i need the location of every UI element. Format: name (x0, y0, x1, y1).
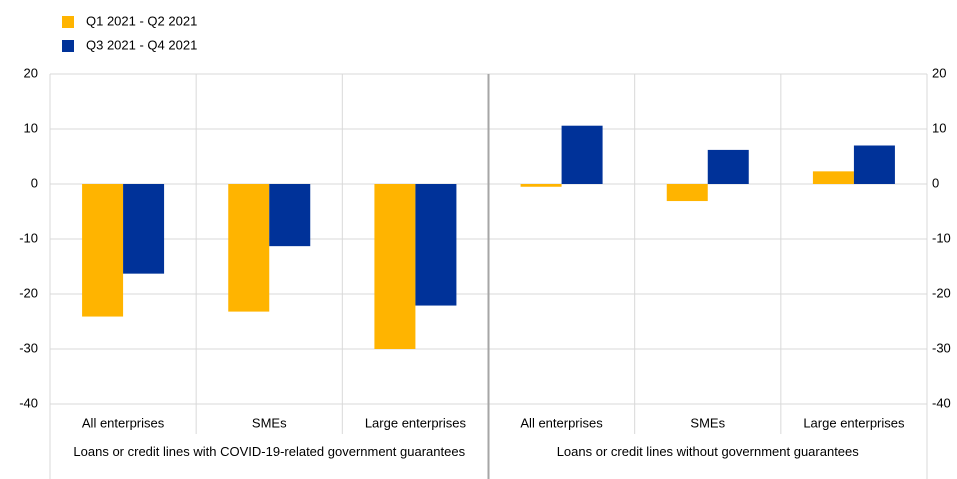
y2-tick-label: 20 (932, 65, 946, 80)
bar (269, 184, 311, 247)
x-tick-label: All enterprises (520, 415, 603, 430)
y2-tick-label: -30 (932, 340, 951, 355)
y-tick-label: -20 (19, 285, 38, 300)
bar (520, 184, 562, 187)
y-tick-label: 20 (24, 65, 38, 80)
group-label: Loans or credit lines with COVID-19-rela… (73, 444, 466, 459)
x-tick-label: All enterprises (82, 415, 165, 430)
bar (561, 125, 603, 184)
bar (123, 184, 165, 274)
legend-swatch (62, 16, 74, 28)
x-tick-label: Large enterprises (803, 415, 905, 430)
bar (707, 149, 749, 184)
group-label: Loans or credit lines without government… (556, 444, 859, 459)
y-tick-label: 10 (24, 120, 38, 135)
bar (666, 184, 708, 202)
y2-tick-label: 10 (932, 120, 946, 135)
y-tick-label: -30 (19, 340, 38, 355)
y-tick-label: -40 (19, 395, 38, 410)
x-tick-label: Large enterprises (365, 415, 467, 430)
legend-swatch (62, 40, 74, 52)
bar (228, 184, 270, 312)
x-tick-label: SMEs (690, 415, 725, 430)
bar (812, 171, 854, 184)
y2-tick-label: -10 (932, 230, 951, 245)
bar (415, 184, 457, 306)
bar (374, 184, 416, 349)
legend-label: Q3 2021 - Q4 2021 (86, 37, 197, 52)
bar (853, 145, 895, 184)
y-tick-label: -10 (19, 230, 38, 245)
y2-tick-label: -40 (932, 395, 951, 410)
x-tick-label: SMEs (252, 415, 287, 430)
bar (82, 184, 124, 317)
y2-tick-label: -20 (932, 285, 951, 300)
y-tick-label: 0 (31, 175, 38, 190)
legend-label: Q1 2021 - Q2 2021 (86, 13, 197, 28)
y2-tick-label: 0 (932, 175, 939, 190)
